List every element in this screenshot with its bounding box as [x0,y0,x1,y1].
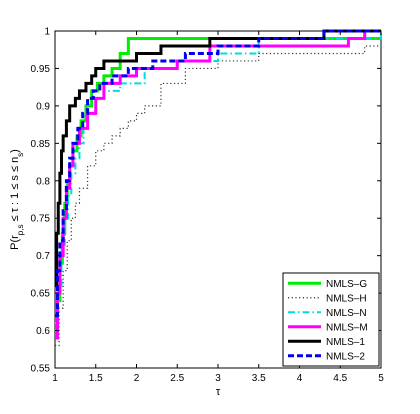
legend-label: NMLS–H [326,293,367,304]
x-tick-label: 1.5 [89,373,103,384]
y-axis-title-end: ) [9,149,21,153]
y-tick-label: 0.9 [36,101,50,112]
x-tick-label: 2 [134,373,140,384]
legend-label: NMLS–N [326,308,367,319]
y-axis-title-mid: ≤ τ : 1 ≤ s ≤ n [9,157,21,225]
series-line-2 [55,45,381,347]
y-tick-label: 0.65 [31,289,51,300]
y-axis-title-sub: p,s [16,225,25,236]
legend-label: NMLS–1 [326,337,365,348]
y-tick-label: 1 [44,27,50,38]
x-tick-label: 4.5 [333,373,347,384]
tick-layer: 1 1.5 2 2.5 3 3.5 4 4.5 5 0.55 0.6 0.65 0.7 0.75 0.8 0.… [31,27,385,385]
y-axis-title-sub2: s [16,153,25,157]
y-tick-label: 0.7 [36,251,50,262]
legend-box [282,272,380,367]
y-tick-label: 0.75 [31,214,51,225]
y-axis-title-base: P(r [9,235,21,250]
y-axis-title: P(rp,s ≤ τ : 1 ≤ s ≤ ns) [9,149,25,250]
legend: NMLS–G NMLS–H NMLS–N NMLS–M NMLS–1 NMLS–2 [282,272,380,367]
y-tick-label: 0.6 [36,326,50,337]
x-tick-label: 1 [52,373,58,384]
y-tick-label: 0.95 [31,64,51,75]
x-axis-title: τ [216,386,221,398]
legend-label: NMLS–M [326,322,368,333]
series-layer [55,29,382,347]
series-line-5 [55,29,381,288]
y-tick-label: 0.55 [31,364,51,375]
x-tick-label: 2.5 [170,373,184,384]
series-line-6 [55,29,381,318]
y-tick-label: 0.8 [36,176,50,187]
x-tick-label: 3.5 [252,373,266,384]
y-tick-label: 0.85 [31,139,51,150]
legend-label: NMLS–2 [326,351,365,362]
x-tick-label: 4 [297,373,303,384]
x-tick-label: 5 [378,373,384,384]
x-tick-label: 3 [215,373,221,384]
legend-label: NMLS–G [326,279,367,290]
